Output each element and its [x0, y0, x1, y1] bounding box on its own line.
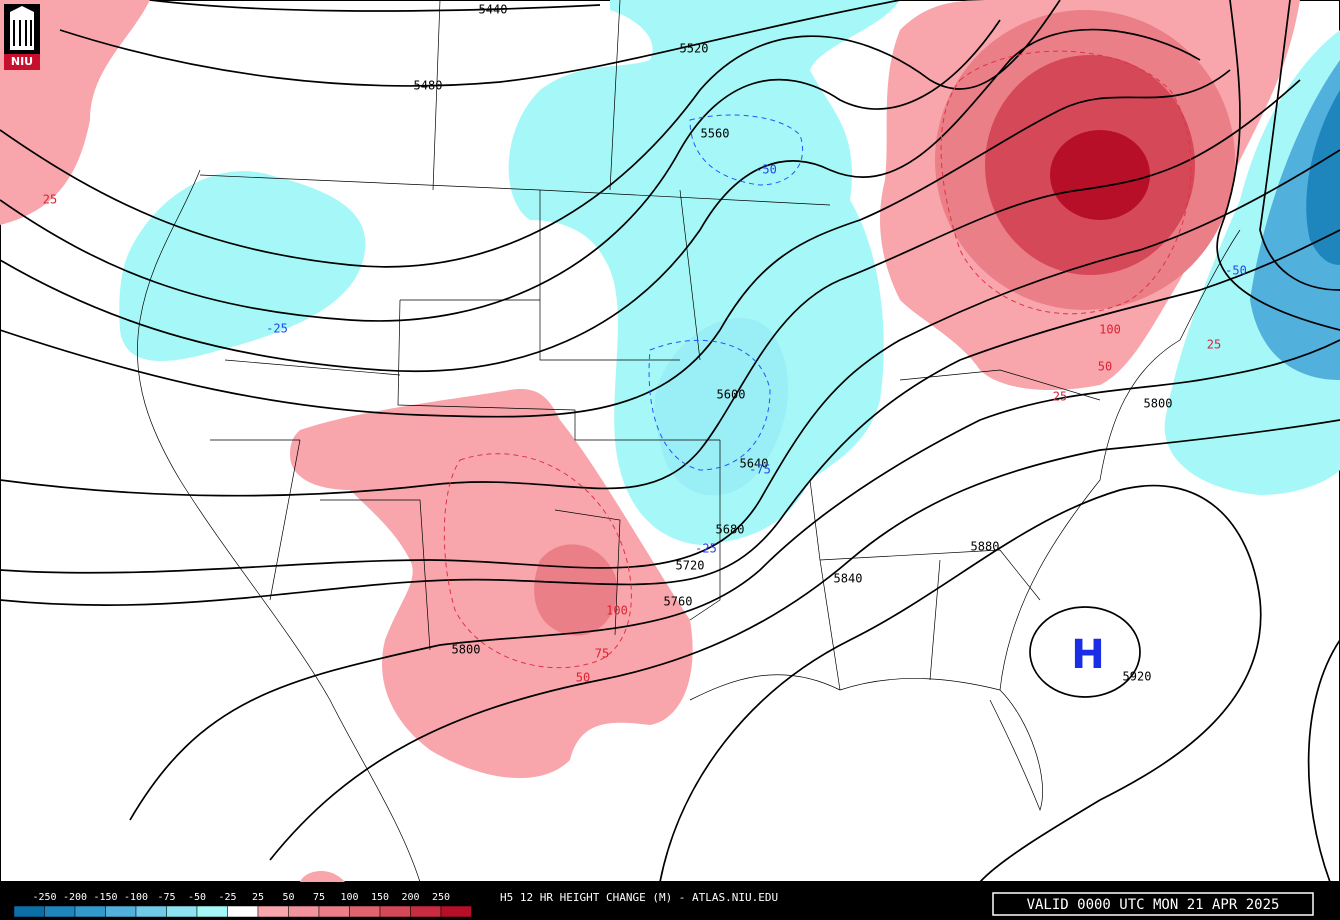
height-contour	[1307, 639, 1340, 883]
colorbar-swatch	[440, 905, 472, 918]
colorbar-swatch	[379, 905, 411, 918]
colorbar-swatch	[410, 905, 442, 918]
height-label: 5840	[834, 572, 863, 586]
height-label: 5880	[971, 540, 1000, 554]
fill-neg	[654, 318, 789, 496]
colorbar-label: -200	[63, 892, 87, 903]
height-contour	[1216, 0, 1340, 331]
change-label: 25	[43, 193, 57, 207]
height-contour	[0, 19, 1001, 322]
colorbar-swatch	[44, 905, 76, 918]
fill-pos	[1050, 130, 1150, 220]
height-contour	[1029, 606, 1141, 698]
logo-tower	[10, 6, 34, 50]
change-label: 75	[595, 647, 609, 661]
height-contour	[149, 0, 601, 12]
fills	[0, 0, 1340, 882]
height-label: 5640	[740, 457, 769, 471]
height-label: 5440	[479, 3, 508, 17]
change-label: 25	[1207, 338, 1221, 352]
colorbar-swatch	[13, 905, 45, 918]
height-contour	[1259, 0, 1340, 291]
valid-time: VALID 0000 UTC MON 21 APR 2025	[1027, 897, 1280, 913]
valid-box	[992, 892, 1314, 916]
height-contour	[0, 28, 1201, 373]
height-label: 5560	[701, 127, 730, 141]
height-contour	[59, 0, 901, 87]
colorbar-swatch	[166, 905, 198, 918]
colorbar-label: -50	[188, 892, 206, 903]
state-borders	[199, 0, 1101, 691]
coastline	[137, 169, 1241, 883]
colorbar-swatch	[74, 905, 106, 918]
high-label: H	[1071, 632, 1104, 678]
height-contour	[0, 69, 1231, 418]
change-label: -25	[266, 322, 288, 336]
height-label: 5720	[676, 559, 705, 573]
change-label: 50	[576, 671, 590, 685]
logo-text: NIU	[11, 55, 33, 68]
change-label: -25	[695, 542, 717, 556]
change-label: 25	[1053, 390, 1067, 404]
height-label: 5800	[1144, 397, 1173, 411]
fill-neg	[119, 171, 366, 362]
colorbar-swatch	[227, 905, 259, 918]
height-contour	[659, 484, 1262, 883]
change-contour	[443, 50, 1192, 669]
colorbar-swatch	[105, 905, 137, 918]
colorbar-label: -150	[93, 892, 117, 903]
height-label: 5680	[716, 523, 745, 537]
change-label: 50	[1098, 360, 1112, 374]
fill-neg	[1306, 90, 1340, 265]
change-label: -50	[1225, 264, 1247, 278]
colorbar-label: 150	[371, 892, 389, 903]
colorbar-label: -250	[32, 892, 56, 903]
colorbar-swatch	[349, 905, 381, 918]
height-label: 5800	[452, 643, 481, 657]
logo-band	[4, 54, 40, 70]
colorbar-swatch	[318, 905, 350, 918]
contours	[0, 0, 1340, 883]
logo: NIU	[4, 4, 40, 70]
footer-title: H5 12 HR HEIGHT CHANGE (M) - ATLAS.NIU.E…	[500, 891, 778, 904]
height-contour	[129, 339, 1340, 821]
height-label: 5920	[1123, 670, 1152, 684]
change-label: -50	[755, 163, 777, 177]
colorbar-label: 50	[282, 892, 294, 903]
logo-lines	[13, 20, 32, 46]
change-label: 100	[1099, 323, 1121, 337]
colorbar-swatch	[288, 905, 320, 918]
change-label: -75	[749, 463, 771, 477]
colorbar-label: -25	[218, 892, 236, 903]
colorbar-label: -100	[124, 892, 148, 903]
borders	[137, 0, 1241, 883]
change-label: 100	[606, 604, 628, 618]
colorbar-label: 200	[401, 892, 419, 903]
colorbar-label: -75	[157, 892, 175, 903]
height-label: 5520	[680, 42, 709, 56]
height-contour	[0, 149, 1340, 574]
change-contour	[648, 114, 804, 471]
colorbar-swatch	[257, 905, 289, 918]
colorbar-label: 250	[432, 892, 450, 903]
height-contour	[0, 0, 1061, 268]
colorbar-label: 75	[313, 892, 325, 903]
colorbar-label: 25	[252, 892, 264, 903]
fill-pos	[300, 871, 345, 882]
height-label: 5760	[664, 595, 693, 609]
fill-neg	[508, 0, 900, 545]
height-label: 5600	[717, 388, 746, 402]
height-label: 5480	[414, 79, 443, 93]
height-contour	[269, 419, 1340, 861]
height-contour	[0, 229, 1340, 606]
height-contour	[0, 79, 1301, 497]
colorbar-swatch	[135, 905, 167, 918]
colorbar-label: 100	[340, 892, 358, 903]
colorbar-swatch	[196, 905, 228, 918]
